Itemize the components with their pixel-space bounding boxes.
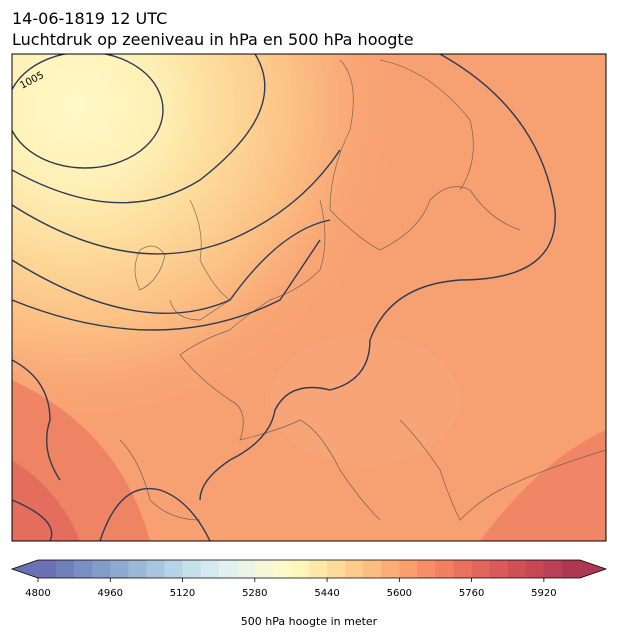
isobars <box>12 54 556 541</box>
height-field <box>480 430 606 541</box>
colorbar-bin <box>507 560 527 578</box>
colorbar-tick-label: 5760 <box>459 588 484 599</box>
colorbar-bin <box>453 560 473 578</box>
colorbar-bin <box>417 560 436 578</box>
colorbar-bin <box>236 560 256 578</box>
colorbar-tick-label: 5280 <box>242 588 267 599</box>
colorbar-tick-label: 4800 <box>25 588 50 599</box>
colorbar-extend-high <box>580 560 606 578</box>
colorbar-extend-low <box>12 560 38 578</box>
colorbar-bin <box>543 560 563 578</box>
colorbar-bin <box>164 560 184 578</box>
colorbar-bin <box>182 560 202 578</box>
colorbar-bin <box>399 560 418 578</box>
colorbar-bin <box>74 560 93 578</box>
colorbar-bin <box>272 560 292 578</box>
colorbar-bin <box>200 560 220 578</box>
colorbar: 4800 4960 5120 5280 5440 5600 5760 5920 <box>10 559 608 599</box>
colorbar-bin <box>290 560 310 578</box>
colorbar-bin <box>363 560 382 578</box>
colorbar-tick-label: 5920 <box>531 588 556 599</box>
colorbar-bin <box>525 560 545 578</box>
colorbar-tick-label: 5440 <box>314 588 339 599</box>
colorbar-bin <box>146 560 165 578</box>
colorbar-bin <box>327 560 346 578</box>
height-field <box>12 460 80 541</box>
title: 14-06-1819 12 UTC <box>12 9 167 28</box>
map-frame <box>11 53 607 542</box>
colorbar-tick-label: 4960 <box>98 588 123 599</box>
map: 1005 <box>12 54 606 541</box>
coastlines <box>119 59 606 521</box>
colorbar-bin <box>254 560 274 578</box>
colorbar-bin <box>218 560 238 578</box>
colorbar-tick-label: 5600 <box>387 588 412 599</box>
colorbar-bin <box>435 560 455 578</box>
height-field <box>270 335 460 465</box>
colorbar-bin <box>345 560 364 578</box>
colorbar-bin <box>309 560 328 578</box>
colorbar-bin <box>128 560 147 578</box>
colorbar-bin <box>38 560 57 578</box>
colorbar-bin <box>471 560 491 578</box>
colorbar-bin <box>92 560 111 578</box>
colorbar-bin <box>56 560 75 578</box>
colorbar-bin <box>561 560 581 578</box>
colorbar-bin <box>110 560 129 578</box>
colorbar-bin <box>381 560 400 578</box>
colorbar-label: 500 hPa hoogte in meter <box>241 615 378 628</box>
colorbar-tick-label: 5120 <box>170 588 195 599</box>
subtitle: Luchtdruk op zeeniveau in hPa en 500 hPa… <box>12 30 414 49</box>
colorbar-bin <box>489 560 509 578</box>
